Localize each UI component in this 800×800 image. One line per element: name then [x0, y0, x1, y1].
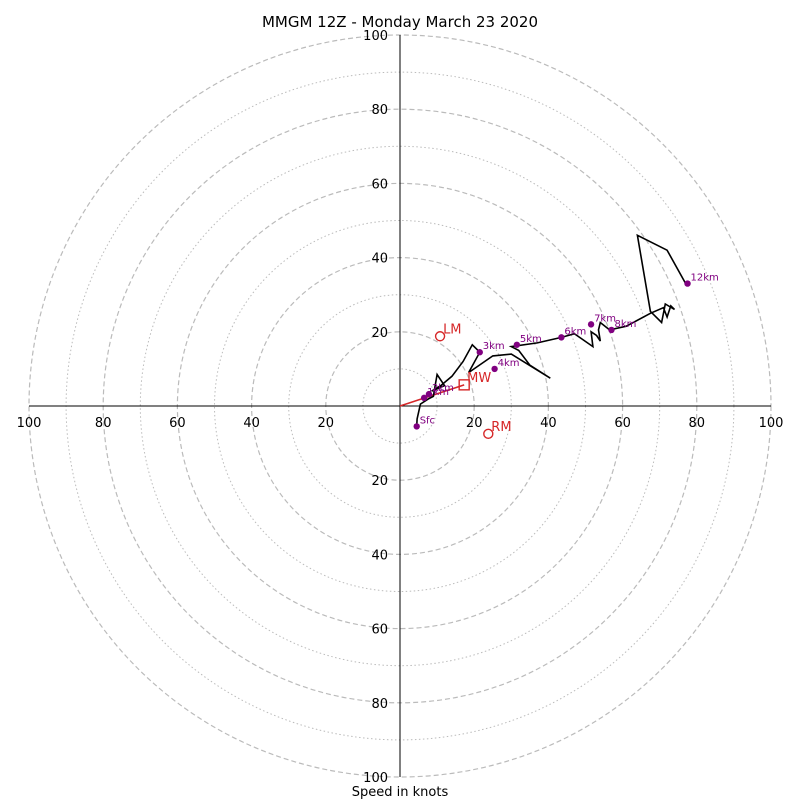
- x-tick-label: 40: [540, 416, 557, 431]
- y-tick-labels: 100 80 60 40 20 20 40 60 80 100: [363, 29, 388, 786]
- lm-label: LM: [443, 322, 461, 337]
- x-tick-label: 60: [614, 416, 631, 431]
- height-marker-2km: [425, 390, 433, 398]
- x-tick-label: 20: [318, 416, 335, 431]
- y-tick-label: 40: [371, 252, 388, 267]
- height-label-4km: 4km: [498, 358, 520, 369]
- y-tick-label: 20: [371, 326, 388, 341]
- rm-label: RM: [491, 420, 511, 435]
- height-marker-3km: [476, 349, 483, 356]
- height-marker-4km: [491, 365, 498, 373]
- height-label-3km: 3km: [483, 341, 505, 352]
- rm-marker: [483, 428, 494, 440]
- height-label-6km: 6km: [564, 326, 586, 337]
- x-tick-label: 40: [243, 416, 260, 431]
- height-marker-5km: [513, 341, 521, 348]
- x-tick-label: 100: [17, 416, 42, 431]
- height-marker-12km: [684, 280, 691, 287]
- mw-label: MW: [467, 371, 491, 386]
- x-tick-labels: 100 80 60 40 20 20 40 60 80 100: [17, 416, 784, 431]
- x-tick-label: 60: [169, 416, 186, 431]
- hodograph-trace: [415, 233, 687, 427]
- y-tick-label: 80: [371, 697, 388, 712]
- height-label-12km: 12km: [691, 273, 719, 284]
- height-label-2km: 2km: [432, 383, 454, 394]
- height-marker-8km: [608, 326, 615, 334]
- height-label-8km: 8km: [614, 319, 636, 330]
- y-tick-label: 60: [371, 177, 388, 192]
- x-axis-label: Speed in knots: [352, 785, 449, 800]
- height-label-5km: 5km: [520, 334, 542, 345]
- y-tick-label: 100: [363, 29, 388, 44]
- storm-motion-markers: LM RM MW: [434, 322, 512, 440]
- x-tick-label: 20: [466, 416, 483, 431]
- height-marker-1km: [420, 394, 428, 402]
- y-tick-label: 100: [363, 771, 388, 786]
- chart-title: MMGM 12Z - Monday March 23 2020: [262, 13, 538, 31]
- height-label-sfc: Sfc: [420, 415, 435, 426]
- height-marker-6km: [558, 334, 565, 341]
- mw-marker: [458, 379, 470, 391]
- x-tick-label: 100: [759, 416, 784, 431]
- y-tick-label: 40: [371, 548, 388, 563]
- x-tick-label: 80: [689, 416, 706, 431]
- y-tick-label: 80: [371, 103, 388, 118]
- height-label-7km: 7km: [594, 313, 616, 324]
- x-tick-label: 80: [95, 416, 112, 431]
- height-label-1km: 1km: [427, 387, 449, 398]
- y-tick-label: 20: [371, 474, 388, 489]
- mean-wind-shear-line: [399, 384, 465, 407]
- height-marker-sfc: [413, 423, 420, 430]
- lm-marker: [434, 331, 446, 342]
- y-tick-label: 60: [371, 623, 388, 638]
- height-marker-7km: [587, 321, 595, 328]
